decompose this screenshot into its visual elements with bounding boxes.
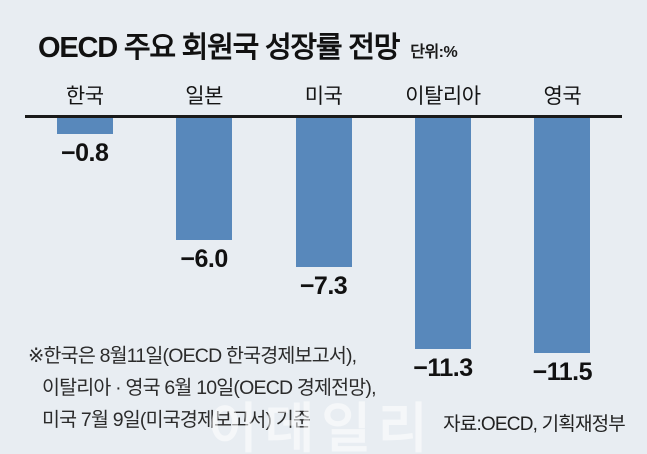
- zero-baseline: [25, 115, 622, 118]
- category-label-usa: 미국: [304, 85, 343, 108]
- bar-column-uk: −11.5: [503, 118, 622, 387]
- bar-value-korea: −0.8: [61, 139, 109, 167]
- category-axis: 한국 일본 미국 이탈리아 영국: [25, 80, 622, 110]
- category-label-uk: 영국: [543, 85, 582, 108]
- bar-value-italy: −11.3: [413, 354, 473, 382]
- footnote-line-1: ※한국은 8월11일(OECD 한국경제보고서),: [28, 345, 357, 367]
- bar-column-japan: −6.0: [144, 118, 263, 274]
- bar-chart: −0.8 −6.0 −7.3 −11.3 −11.5: [25, 118, 622, 387]
- bar-value-japan: −6.0: [180, 245, 228, 273]
- category-label-japan: 일본: [185, 85, 223, 108]
- bar-japan: [176, 118, 233, 240]
- bar-column-usa: −7.3: [264, 118, 383, 301]
- bar-italy: [414, 118, 471, 349]
- title-row: OECD 주요 회원국 성장률 전망 단위:%: [38, 24, 458, 66]
- bar-uk: [534, 118, 591, 353]
- category-label-korea: 한국: [65, 85, 104, 108]
- footnote-line-2: 이탈리아 · 영국 6월 10일(OECD 경제전망),: [42, 377, 377, 399]
- bar-usa: [295, 118, 352, 267]
- bar-korea: [56, 118, 113, 134]
- bar-value-usa: −7.3: [299, 272, 348, 300]
- bar-column-korea: −0.8: [25, 118, 144, 168]
- bar-column-italy: −11.3: [383, 118, 502, 383]
- footnote-line-3: 미국 7월 9일(미국경제보고서) 기준: [42, 409, 311, 431]
- unit-label: 단위:%: [410, 44, 458, 61]
- footnote: ※한국은 8월11일(OECD 한국경제보고서), 이탈리아 · 영국 6월 1…: [28, 340, 377, 436]
- bar-value-uk: −11.5: [532, 358, 593, 386]
- source-credit: 자료:OECD, 기획재정부: [443, 414, 626, 435]
- category-label-italy: 이탈리아: [405, 85, 481, 108]
- page-title: OECD 주요 회원국 성장률 전망: [38, 32, 400, 64]
